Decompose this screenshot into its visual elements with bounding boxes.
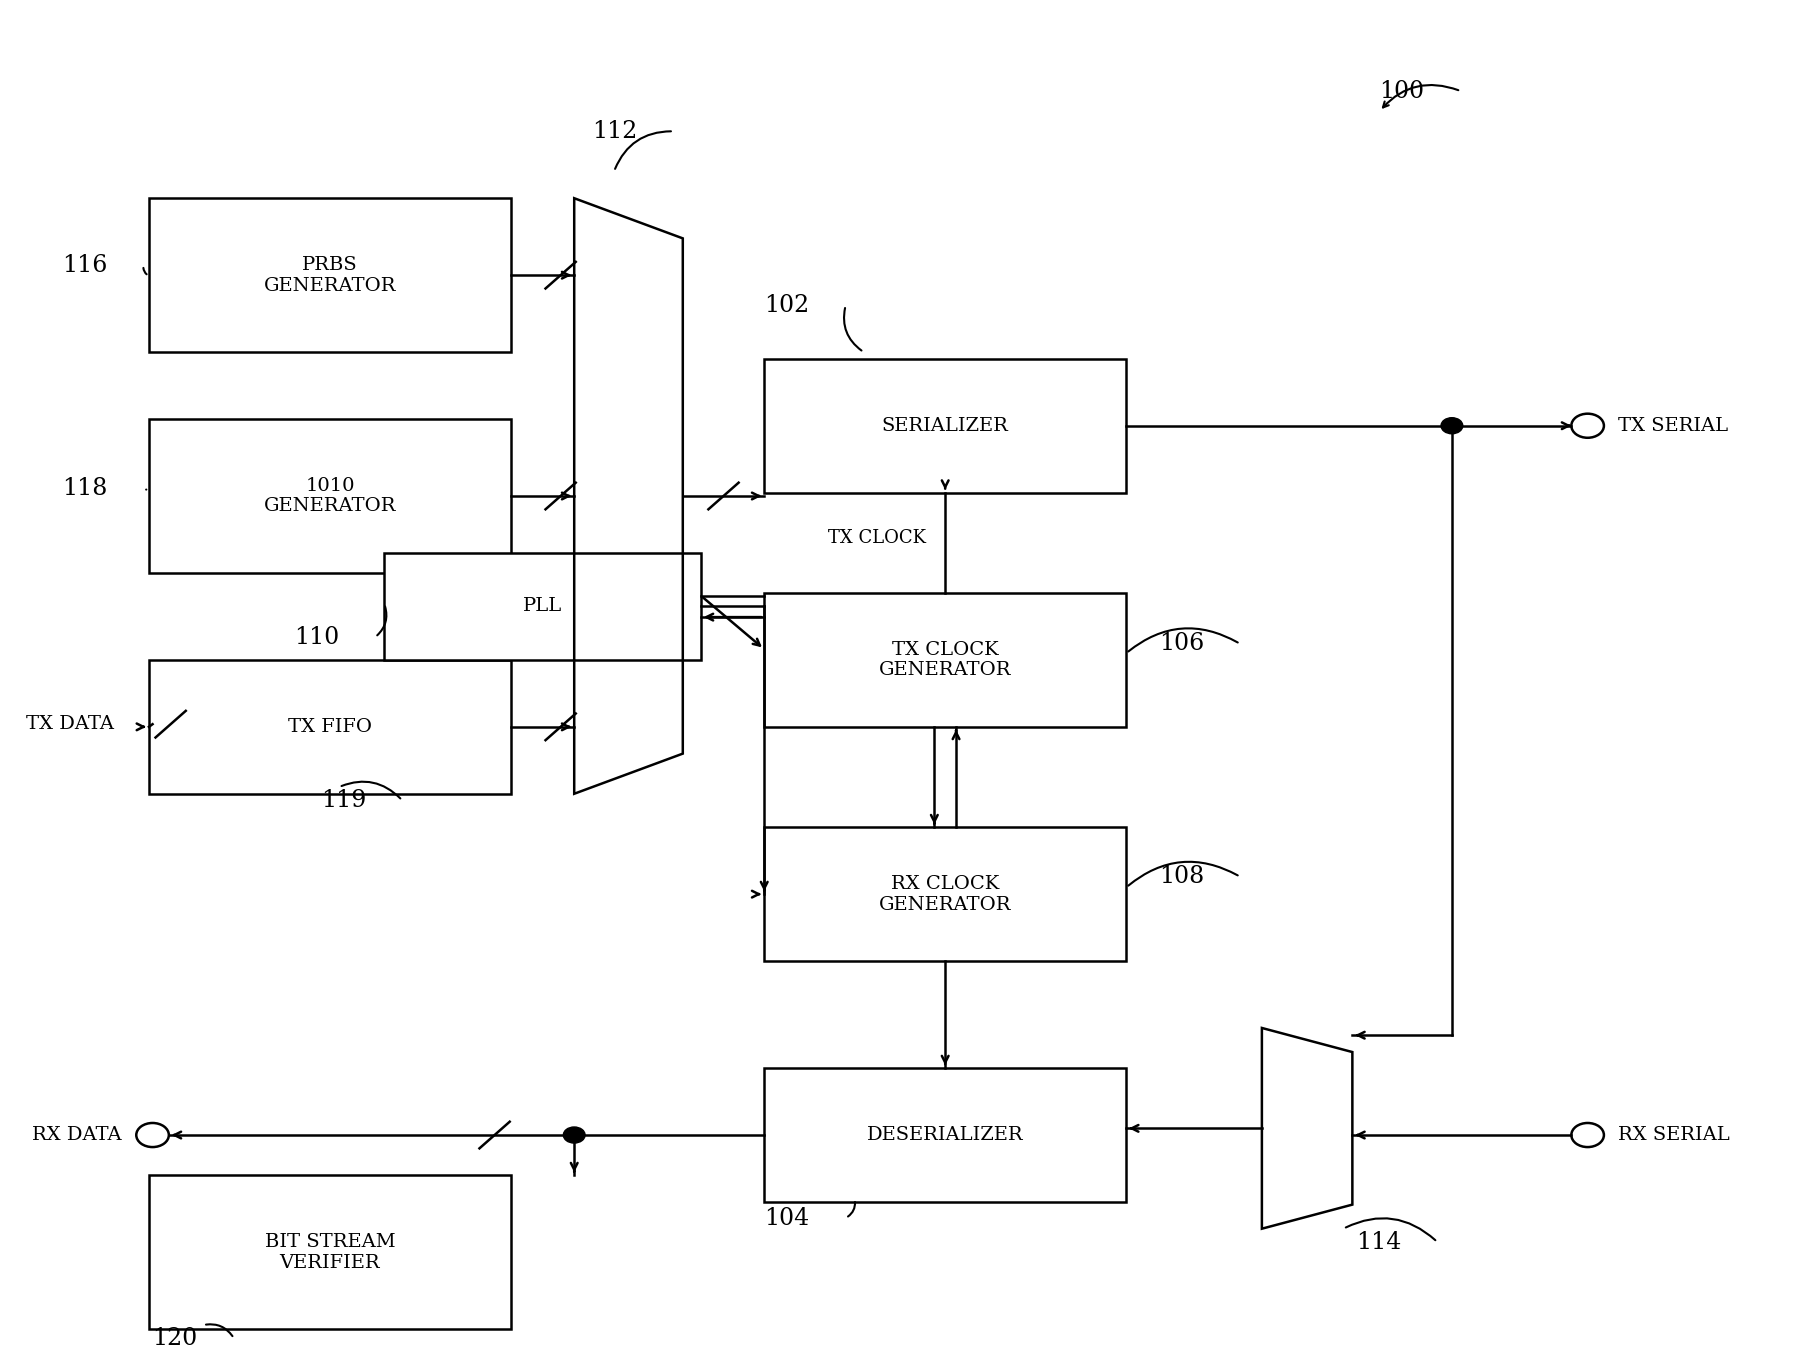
- Text: DESERIALIZER: DESERIALIZER: [867, 1126, 1024, 1144]
- Text: 110: 110: [295, 626, 338, 649]
- Text: 108: 108: [1158, 866, 1204, 889]
- Text: 104: 104: [764, 1206, 809, 1229]
- Text: SERIALIZER: SERIALIZER: [882, 417, 1009, 435]
- Text: RX SERIAL: RX SERIAL: [1618, 1126, 1731, 1144]
- Text: 106: 106: [1158, 633, 1204, 656]
- Text: TX SERIAL: TX SERIAL: [1618, 417, 1729, 435]
- FancyBboxPatch shape: [149, 660, 511, 794]
- Text: RX DATA: RX DATA: [33, 1126, 122, 1144]
- Text: 118: 118: [62, 477, 107, 500]
- FancyBboxPatch shape: [149, 198, 511, 352]
- Text: TX CLOCK
GENERATOR: TX CLOCK GENERATOR: [878, 641, 1011, 679]
- Circle shape: [1442, 417, 1463, 434]
- FancyBboxPatch shape: [384, 553, 702, 660]
- Text: 112: 112: [593, 119, 638, 142]
- Text: RX CLOCK
GENERATOR: RX CLOCK GENERATOR: [878, 875, 1011, 913]
- Text: TX FIFO: TX FIFO: [287, 718, 373, 736]
- Circle shape: [564, 1127, 585, 1144]
- Text: 1010
GENERATOR: 1010 GENERATOR: [264, 477, 396, 515]
- FancyBboxPatch shape: [764, 593, 1125, 726]
- FancyBboxPatch shape: [149, 1175, 511, 1329]
- Text: BIT STREAM
VERIFIER: BIT STREAM VERIFIER: [265, 1233, 395, 1271]
- FancyBboxPatch shape: [764, 359, 1125, 493]
- Text: 102: 102: [764, 294, 809, 317]
- Text: PLL: PLL: [524, 598, 562, 615]
- Text: 116: 116: [62, 253, 107, 276]
- Text: 119: 119: [320, 789, 365, 812]
- Text: TX CLOCK: TX CLOCK: [827, 530, 925, 547]
- Text: 120: 120: [153, 1327, 198, 1350]
- Text: PRBS
GENERATOR: PRBS GENERATOR: [264, 256, 396, 294]
- FancyBboxPatch shape: [764, 1068, 1125, 1202]
- Text: 114: 114: [1356, 1230, 1402, 1253]
- Text: 100: 100: [1380, 80, 1425, 103]
- FancyBboxPatch shape: [149, 419, 511, 573]
- FancyBboxPatch shape: [764, 827, 1125, 961]
- Text: TX DATA: TX DATA: [25, 715, 115, 733]
